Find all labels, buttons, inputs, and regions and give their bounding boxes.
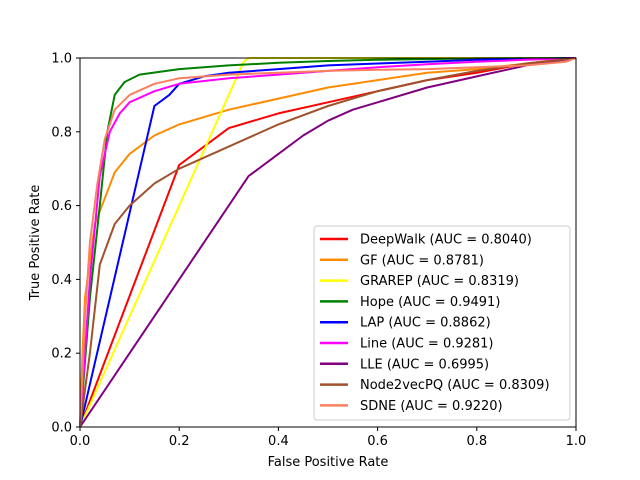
legend-entry: Hope (AUC = 0.9491) xyxy=(360,295,500,310)
y-tick-label: 0.6 xyxy=(51,199,72,214)
roc-curve-6 xyxy=(79,57,577,428)
x-axis: 0.0 0.2 0.4 0.6 0.8 1.0 xyxy=(70,427,587,449)
legend-entry: LLE (AUC = 0.6995) xyxy=(360,357,489,372)
legend-entry: Line (AUC = 0.9281) xyxy=(360,337,494,352)
legend: DeepWalk (AUC = 0.8040) GF (AUC = 0.8781)… xyxy=(313,225,571,421)
legend-entry: LAP (AUC = 0.8862) xyxy=(360,316,491,331)
y-axis-label: True Positive Rate xyxy=(28,185,43,302)
y-tick-label: 0.2 xyxy=(51,347,72,362)
x-tick-label: 1.0 xyxy=(566,434,587,449)
legend-entry: SDNE (AUC = 0.9220) xyxy=(360,399,503,414)
legend-box xyxy=(313,225,571,421)
y-tick-label: 0.4 xyxy=(51,273,72,288)
x-tick-label: 0.6 xyxy=(367,434,388,449)
x-tick-label: 0.0 xyxy=(70,434,91,449)
axes-frame xyxy=(79,57,577,428)
roc-curve-3 xyxy=(79,57,577,428)
x-tick-label: 0.8 xyxy=(466,434,487,449)
x-tick-label: 0.2 xyxy=(169,434,190,449)
x-axis-label: False Positive Rate xyxy=(268,455,389,470)
legend-entry: Node2vecPQ (AUC = 0.8309) xyxy=(360,378,550,393)
roc-curve-7 xyxy=(79,57,577,428)
y-tick-label: 0.0 xyxy=(51,421,72,436)
y-axis: 0.0 0.2 0.4 0.6 0.8 1.0 xyxy=(51,52,80,436)
roc-curve-5 xyxy=(79,57,577,428)
legend-entry: GRAREP (AUC = 0.8319) xyxy=(360,274,519,289)
legend-entry: DeepWalk (AUC = 0.8040) xyxy=(360,233,532,248)
roc-curves xyxy=(79,57,577,428)
y-tick-label: 1.0 xyxy=(51,52,72,67)
y-tick-label: 0.8 xyxy=(51,125,72,140)
roc-curve-8 xyxy=(79,57,577,428)
roc-curve-0 xyxy=(79,57,577,428)
roc-curve-4 xyxy=(79,57,577,428)
legend-entry: GF (AUC = 0.8781) xyxy=(360,253,484,268)
x-tick-label: 0.4 xyxy=(268,434,289,449)
